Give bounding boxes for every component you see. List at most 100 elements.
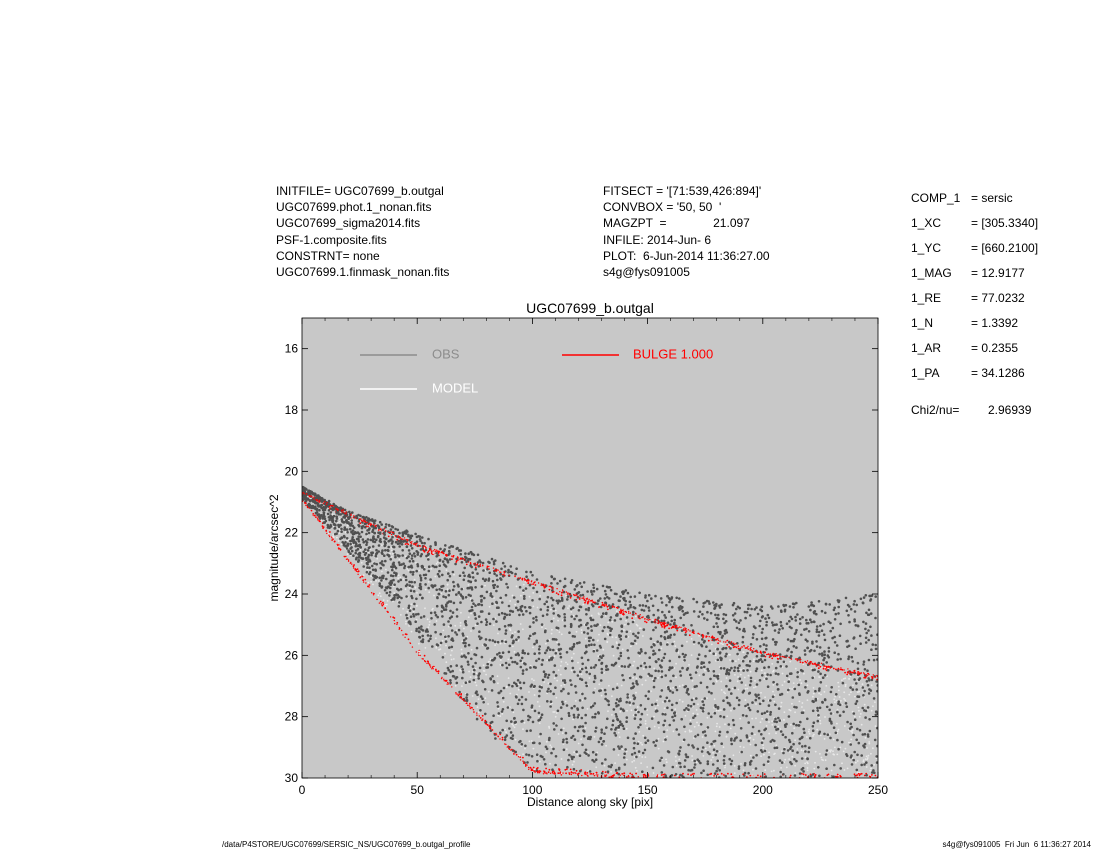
obs-point [659,634,663,638]
model-point [583,623,586,626]
obs-point [517,630,520,633]
bulge-point [809,662,811,664]
model-point [449,654,452,657]
obs-point [501,728,505,732]
obs-point [827,646,831,650]
obs-point [687,743,690,747]
obs-point [577,609,581,612]
model-point [654,707,657,710]
model-point [611,714,613,716]
model-point [876,678,878,681]
model-point [754,680,756,682]
model-point [555,696,558,699]
obs-point [807,605,811,608]
model-point [632,664,634,667]
obs-point [641,604,645,607]
obs-point [324,506,328,510]
obs-point [480,603,484,607]
obs-point [792,722,795,726]
obs-point [389,528,393,531]
obs-point [825,661,828,664]
obs-point [410,534,414,538]
obs-point [773,629,777,632]
obs-point [535,639,538,643]
obs-point [475,646,479,650]
model-point [545,767,547,770]
obs-point [410,580,414,584]
model-point [754,686,757,688]
model-point [499,598,502,601]
obs-point [529,729,532,732]
bulge-point [747,648,749,650]
obs-point [329,511,333,514]
bulge-point [337,544,339,547]
model-point [729,653,731,656]
model-point [870,684,873,687]
obs-point [530,706,534,709]
obs-point [810,620,813,624]
obs-point [849,722,852,726]
obs-point [329,514,332,517]
model-point [431,666,434,669]
obs-point [723,629,727,633]
model-point [789,660,792,663]
obs-point [482,701,486,704]
obs-point [417,626,421,630]
obs-point [875,680,878,683]
obs-point [755,753,758,757]
obs-point [542,758,546,761]
obs-point [551,598,555,602]
obs-point [871,643,875,646]
obs-point [389,583,392,586]
obs-point [724,620,728,623]
obs-point [665,603,668,607]
obs-point [732,707,736,710]
obs-point [349,542,352,546]
obs-point [619,699,622,703]
obs-point [586,632,590,635]
model-point [393,617,396,619]
magzpt-line: MAGZPT = 21.097 [603,216,750,231]
obs-point [864,627,867,631]
obs-point [604,758,607,761]
obs-point [603,732,606,735]
obs-point [865,761,868,764]
obs-point [867,658,871,662]
obs-point [622,678,625,682]
obs-point [611,723,614,727]
obs-point [660,670,664,673]
model-point [455,629,458,632]
obs-point [583,651,587,655]
bulge-point [607,605,609,608]
model-point [834,746,836,749]
obs-point [809,618,812,621]
model-point [511,594,514,597]
obs-point [654,702,657,706]
obs-point [876,658,878,661]
obs-point [503,625,507,628]
model-point [397,574,400,577]
obs-point [519,608,522,612]
obs-point [560,689,563,693]
model-point [739,717,742,720]
model-point [404,555,407,558]
obs-point [650,597,653,600]
model-point [418,569,421,572]
obs-point [408,580,411,584]
obs-point [359,535,362,538]
obs-point [690,676,693,680]
model-point [582,603,585,606]
obs-point [587,608,590,612]
obs-point [393,583,396,586]
model-point [434,575,437,578]
obs-point [459,549,463,552]
model-point [621,748,624,751]
obs-point [527,718,530,722]
obs-point [657,721,660,724]
obs-point [600,667,604,671]
obs-point [865,611,868,615]
obs-point [309,490,312,493]
obs-point [654,744,657,747]
model-point [870,752,872,755]
obs-point [869,689,873,692]
